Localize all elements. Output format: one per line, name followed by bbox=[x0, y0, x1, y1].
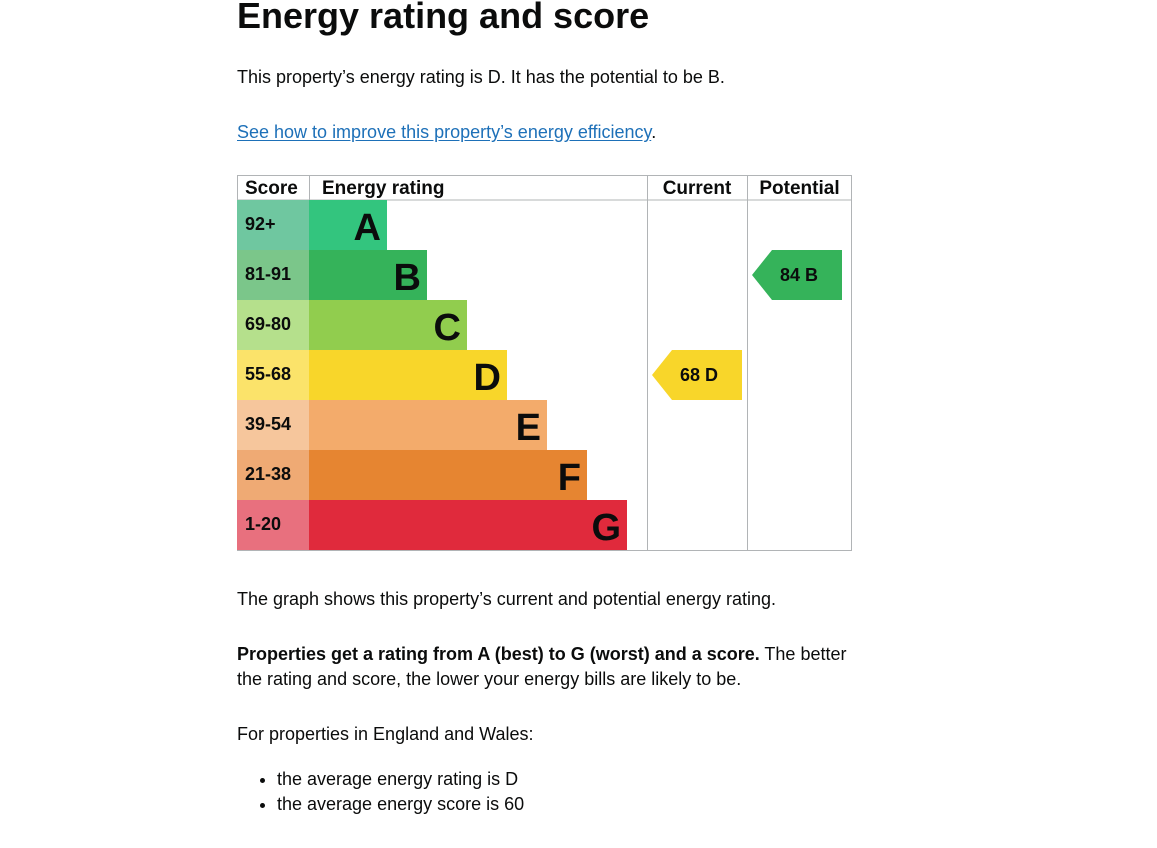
score-cell bbox=[237, 200, 309, 250]
potential-rating-label: 84 B bbox=[780, 265, 818, 285]
score-cell bbox=[237, 250, 309, 300]
score-cell bbox=[237, 350, 309, 400]
list-item: the average energy score is 60 bbox=[277, 792, 524, 817]
current-rating-arrow bbox=[652, 350, 742, 400]
band-letter: E bbox=[516, 407, 541, 449]
band-score-label: 39-54 bbox=[245, 414, 291, 434]
band-score-label: 21-38 bbox=[245, 464, 291, 484]
list-item: the average energy rating is D bbox=[277, 767, 524, 792]
rating-explainer-bold: Properties get a rating from A (best) to… bbox=[237, 644, 760, 664]
score-cell bbox=[237, 450, 309, 500]
rating-explainer-line1: Properties get a rating from A (best) to… bbox=[237, 642, 846, 667]
england-wales-intro: For properties in England and Wales: bbox=[237, 724, 534, 744]
graph-caption: The graph shows this property’s current … bbox=[237, 589, 776, 609]
band-letter: G bbox=[591, 507, 621, 549]
band-score-label: 92+ bbox=[245, 214, 276, 234]
column-header: Score bbox=[245, 178, 298, 199]
band-score-label: 69-80 bbox=[245, 314, 291, 334]
score-cell bbox=[237, 300, 309, 350]
column-header: Energy rating bbox=[322, 178, 444, 199]
column-header: Potential bbox=[759, 178, 839, 199]
band-letter: B bbox=[394, 257, 421, 299]
rating-bar-b bbox=[309, 250, 427, 300]
energy-rating-chart: Score Energy rating Current Potential 92+ A 81… bbox=[237, 175, 852, 551]
rating-bar-c bbox=[309, 300, 467, 350]
rating-bar-g bbox=[309, 500, 627, 550]
average-list: the average energy rating is D the avera… bbox=[237, 767, 524, 817]
rating-bar-f bbox=[309, 450, 587, 500]
rating-explainer-rest: The better bbox=[759, 644, 847, 664]
band-score-label: 81-91 bbox=[245, 264, 291, 284]
energy-rating-graph: Score Energy rating Current Potential 92+ A 81… bbox=[237, 175, 852, 551]
rating-bar-e bbox=[309, 400, 547, 450]
improve-link-suffix: . bbox=[651, 122, 657, 142]
score-cell bbox=[237, 400, 309, 450]
score-cell bbox=[237, 500, 309, 550]
page-title: Energy rating and score bbox=[237, 0, 650, 36]
band-letter: D bbox=[474, 357, 501, 399]
band-letter: F bbox=[558, 457, 581, 499]
improve-paragraph: See how to improve this property’s energ… bbox=[237, 120, 656, 145]
rating-bar-d bbox=[309, 350, 507, 400]
intro-text: This property’s energy rating is D. It h… bbox=[237, 67, 725, 87]
band-score-label: 55-68 bbox=[245, 364, 291, 384]
potential-rating-arrow bbox=[752, 250, 842, 300]
improve-efficiency-link[interactable]: See how to improve this property’s energ… bbox=[237, 122, 652, 142]
rating-bar-a bbox=[309, 200, 387, 250]
band-letter: C bbox=[434, 307, 461, 349]
rating-explainer-line2: the rating and score, the lower your ene… bbox=[237, 669, 742, 689]
column-header: Current bbox=[663, 178, 732, 199]
band-letter: A bbox=[354, 207, 381, 249]
band-score-label: 1-20 bbox=[245, 514, 281, 534]
current-rating-label: 68 D bbox=[680, 365, 718, 385]
